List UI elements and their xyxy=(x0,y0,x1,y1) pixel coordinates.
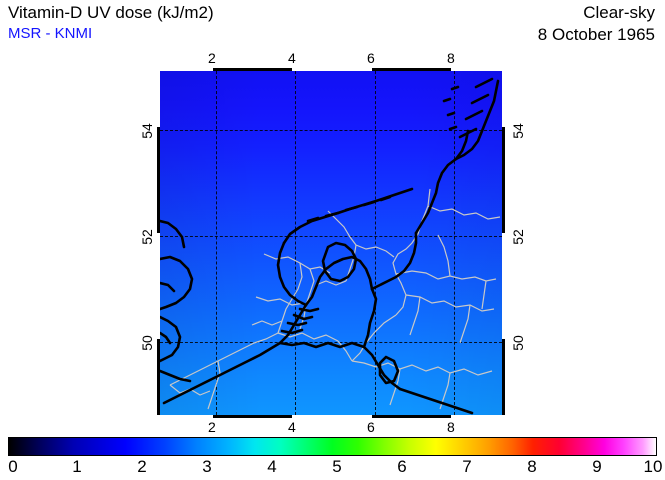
axis-label-top-lon-4: 4 xyxy=(288,50,296,66)
colorbar-tick-3: 3 xyxy=(202,457,212,476)
gridline-lat-52 xyxy=(160,236,502,237)
gridline-lon-6 xyxy=(375,71,376,415)
colorbar-tick-10: 10 xyxy=(643,457,663,476)
axis-label-right-lat-52: 52 xyxy=(509,229,526,245)
colorbar-tick-7: 7 xyxy=(462,457,472,476)
axis-label-bottom-lon-8: 8 xyxy=(447,419,455,435)
colorbar-tick-1: 1 xyxy=(72,457,82,476)
gridline-lat-50 xyxy=(160,342,502,343)
axis-label-bottom-lon-2: 2 xyxy=(208,419,216,435)
date-label: 8 October 1965 xyxy=(537,25,655,44)
axis-tick-band-bottom-1 xyxy=(157,415,213,418)
axis-tick-band-bottom-2 xyxy=(292,415,372,418)
gridline-lat-54 xyxy=(160,130,502,131)
uv-dose-field-shading xyxy=(160,71,502,415)
colorbar-tick-4: 4 xyxy=(267,457,277,476)
coastline-group xyxy=(160,77,500,415)
gridline-lon-8 xyxy=(454,71,455,415)
gridline-lon-4 xyxy=(295,71,296,415)
uv-dose-field xyxy=(160,71,502,415)
axis-label-top-lon-2: 2 xyxy=(208,50,216,66)
axis-tick-band-left-2 xyxy=(157,233,160,339)
colorbar-tick-8: 8 xyxy=(527,457,537,476)
axis-tick-band-bottom-3 xyxy=(451,415,505,418)
sky-condition-label: Clear-sky xyxy=(583,3,655,22)
gridline-lon-2 xyxy=(216,71,217,415)
axis-label-left-lat-54: 54 xyxy=(138,123,155,139)
axis-label-bottom-lon-4: 4 xyxy=(288,419,296,435)
colorbar-block: 0 1 2 3 4 5 6 7 8 9 10 xyxy=(8,437,662,477)
axis-tick-band-top-2 xyxy=(292,68,372,71)
page-title: Vitamin-D UV dose (kJ/m2) xyxy=(8,3,214,22)
colorbar-tick-9: 9 xyxy=(592,457,602,476)
colorbar-tick-2: 2 xyxy=(137,457,147,476)
colorbar-tick-6: 6 xyxy=(397,457,407,476)
axis-tick-band-right-1 xyxy=(502,68,505,127)
axis-tick-band-right-2 xyxy=(502,233,505,339)
axis-label-right-lat-50: 50 xyxy=(509,335,526,351)
axis-tick-band-top-1 xyxy=(157,68,213,71)
chart-header: Vitamin-D UV dose (kJ/m2) MSR - KNMI Cle… xyxy=(0,0,665,56)
uv-dose-map xyxy=(157,68,505,418)
axis-label-top-lon-6: 6 xyxy=(367,50,375,66)
axis-label-top-lon-8: 8 xyxy=(447,50,455,66)
axis-label-left-lat-50: 50 xyxy=(138,335,155,351)
axis-label-left-lat-52: 52 xyxy=(138,229,155,245)
colorbar-tick-5: 5 xyxy=(332,457,342,476)
axis-tick-band-top-3 xyxy=(451,68,505,71)
axis-label-bottom-lon-6: 6 xyxy=(367,419,375,435)
data-source-label: MSR - KNMI xyxy=(8,25,93,42)
map-canvas xyxy=(160,71,502,415)
colorbar-tick-0: 0 xyxy=(8,457,18,476)
axis-tick-band-left-1 xyxy=(157,68,160,127)
axis-label-right-lat-54: 54 xyxy=(509,123,526,139)
geography-overlay xyxy=(160,77,501,415)
colorbar-gradient xyxy=(8,437,657,456)
